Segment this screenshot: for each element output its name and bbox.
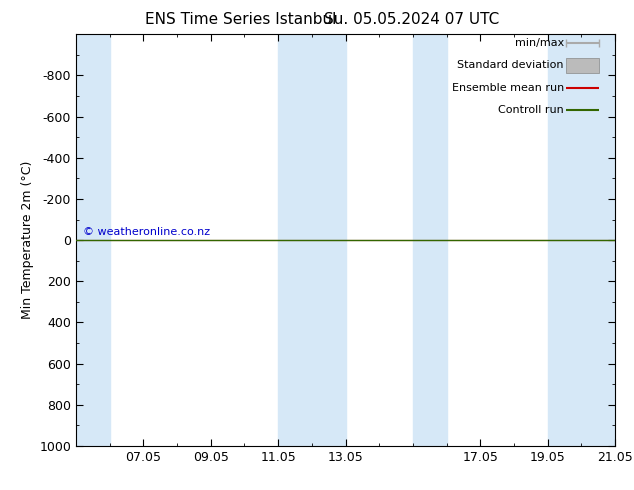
Text: ENS Time Series Istanbul: ENS Time Series Istanbul (145, 12, 337, 27)
FancyBboxPatch shape (566, 58, 598, 73)
Text: Su. 05.05.2024 07 UTC: Su. 05.05.2024 07 UTC (325, 12, 500, 27)
Bar (413, 34, 446, 446)
Bar (278, 34, 346, 446)
Text: Standard deviation: Standard deviation (457, 60, 564, 70)
Text: Controll run: Controll run (498, 105, 564, 116)
Bar (548, 34, 615, 446)
Text: Ensemble mean run: Ensemble mean run (451, 83, 564, 93)
Text: min/max: min/max (515, 38, 564, 48)
Y-axis label: Min Temperature 2m (°C): Min Temperature 2m (°C) (21, 161, 34, 319)
Bar (76, 34, 110, 446)
Text: © weatheronline.co.nz: © weatheronline.co.nz (83, 227, 210, 237)
